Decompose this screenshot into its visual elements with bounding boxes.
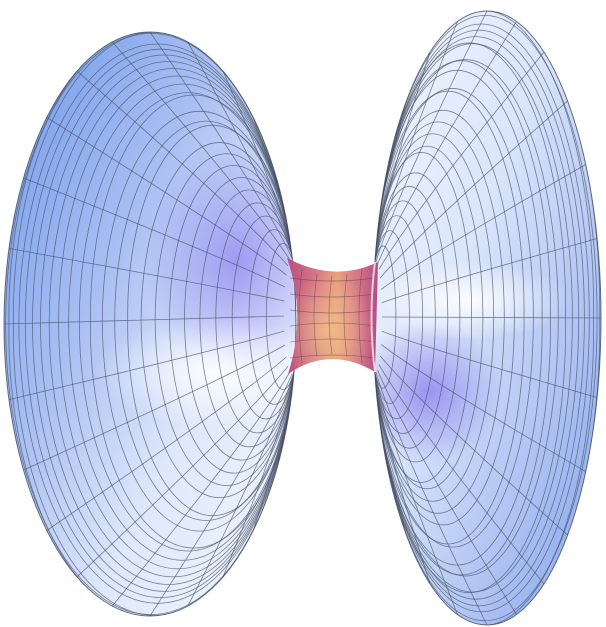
throat-ring [358, 268, 363, 364]
left-ring [18, 43, 296, 604]
left-ring [90, 94, 296, 549]
left-ring [169, 165, 296, 474]
left-ring [199, 189, 296, 448]
right-spoke [374, 370, 458, 615]
right-spoke [377, 369, 517, 615]
right-spoke [380, 164, 586, 290]
left-spoke [187, 41, 295, 261]
left-ring [58, 75, 296, 570]
wormhole-throat [287, 258, 378, 374]
right-spoke [379, 100, 568, 279]
throat-line [289, 338, 376, 343]
right-spoke [380, 344, 586, 472]
right-spoke [375, 11, 488, 263]
left-ring [24, 48, 296, 598]
left-spoke [111, 41, 291, 261]
throat-line [289, 277, 376, 282]
right-spoke [378, 51, 545, 270]
left-spoke [149, 32, 293, 259]
left-ring [32, 54, 296, 592]
left-spoke [76, 365, 289, 578]
throat-ring [343, 274, 348, 357]
throat-line [289, 322, 376, 327]
left-ring [68, 83, 296, 561]
left-ring [184, 177, 296, 461]
left-ring [154, 153, 296, 486]
left-ring [248, 229, 296, 405]
left-spoke [23, 344, 286, 471]
right-spoke [381, 330, 598, 398]
left-ring [5, 33, 296, 615]
right-flare [372, 10, 602, 626]
right-spoke [378, 364, 545, 585]
left-ring [231, 215, 296, 420]
left-ring [114, 120, 296, 521]
left-ring [140, 142, 296, 498]
left-ring [265, 243, 296, 390]
left-flare [3, 31, 297, 617]
right-spoke [379, 355, 568, 536]
left-ring [40, 61, 296, 585]
throat-ring [313, 274, 318, 357]
left-spoke [8, 330, 285, 400]
left-spoke [149, 373, 293, 616]
right-spoke [375, 371, 488, 625]
left-spoke [252, 356, 296, 531]
throat-ring [298, 268, 303, 364]
left-ring [101, 110, 296, 532]
right-spoke [381, 316, 601, 319]
left-ring [127, 125, 296, 516]
right-spoke [374, 21, 458, 264]
left-spoke [46, 356, 287, 531]
left-spoke [4, 315, 285, 325]
throat-ring [328, 275, 333, 355]
left-spoke [187, 371, 295, 607]
throat-line [289, 293, 376, 298]
right-spoke [381, 238, 598, 304]
left-spoke [8, 248, 285, 302]
left-ring [78, 92, 296, 552]
left-ring [215, 202, 296, 434]
throat-line [289, 309, 376, 314]
right-spoke [377, 21, 517, 265]
left-spoke [23, 177, 286, 288]
left-spoke [76, 70, 289, 267]
left-spoke [111, 371, 291, 607]
throat-line [289, 354, 376, 359]
left-ring [48, 68, 296, 578]
left-spoke [46, 117, 287, 276]
